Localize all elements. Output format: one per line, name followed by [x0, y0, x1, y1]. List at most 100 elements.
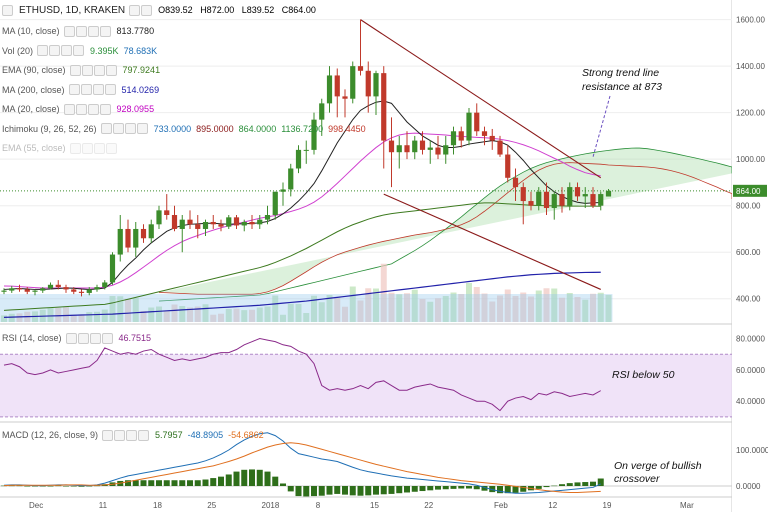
volume-bar	[148, 307, 155, 322]
volume-bar	[551, 288, 558, 322]
ma200-line	[3, 271, 601, 318]
volume-bar	[404, 293, 410, 322]
ma20-line	[3, 132, 601, 289]
candle-body	[559, 194, 565, 206]
macd-histogram-bar	[504, 486, 511, 494]
indicator-line[interactable]: Ichimoku (9, 26, 52, 26) 733.0000 895.0000…	[2, 122, 371, 136]
annotations: Strong trend line resistance at 873 RSI be…	[582, 67, 702, 485]
macd-histogram-bar	[512, 486, 519, 493]
volume-bar	[218, 313, 224, 322]
candle-body	[357, 66, 364, 71]
indicator-line[interactable]: MA (200, close) 514.0269	[2, 83, 164, 97]
date-tick-label: 2018	[262, 501, 280, 510]
price-tick-label: 1200.00	[736, 109, 765, 118]
candle-body	[102, 282, 108, 288]
indicator-line[interactable]: MA (10, close) 813.7780	[2, 24, 159, 38]
macd-histogram-bar	[32, 486, 38, 487]
ohlc-values: O839.52 H872.00 L839.52 C864.00	[158, 5, 321, 15]
macd-histogram-bar	[78, 486, 85, 487]
macd-histogram-bar	[489, 486, 496, 493]
macd-histogram-bar	[559, 484, 565, 486]
volume-bar	[334, 297, 341, 322]
rsi-label: RSI (14, close)	[2, 333, 62, 343]
candle-body	[40, 288, 46, 291]
candle-body	[86, 289, 92, 293]
volume-bar	[202, 304, 209, 322]
candle-body	[202, 221, 209, 229]
macd-histogram-bar	[574, 482, 581, 486]
indicator-controls[interactable]	[69, 64, 118, 76]
candle-body	[458, 131, 464, 141]
macd-histogram-bar	[148, 480, 155, 486]
volume-bar	[458, 294, 465, 322]
volume-bar	[156, 306, 162, 322]
macd-histogram-bar	[311, 486, 317, 497]
indicator-controls[interactable]	[63, 103, 112, 115]
indicator-values: 928.0955	[117, 104, 160, 114]
macd-histogram-bar	[473, 486, 480, 490]
indicator-controls[interactable]	[63, 25, 112, 37]
volume-bar	[179, 306, 186, 322]
date-tick-label: Mar	[680, 501, 694, 510]
price-tag: 864.00	[733, 184, 767, 197]
volume-bar	[427, 301, 434, 322]
macd-histogram-bar	[543, 486, 550, 488]
macd-histogram-bar	[47, 486, 54, 487]
indicator-controls[interactable]	[69, 142, 118, 154]
volume-bar	[326, 295, 333, 322]
macd-histogram-bar	[233, 471, 240, 486]
macd-histogram-bar	[187, 480, 193, 486]
indicator-line[interactable]: EMA (55, close)	[2, 141, 123, 155]
price-tick-label: 1400.00	[736, 62, 765, 71]
candle-body	[342, 96, 348, 99]
volume-bar	[70, 314, 77, 322]
volume-bar	[597, 292, 604, 322]
volume-bar	[512, 296, 519, 322]
symbol-controls[interactable]	[129, 4, 153, 16]
macd-histogram-bar	[466, 486, 472, 489]
rsi-controls[interactable]	[65, 332, 114, 344]
volume-bar	[272, 295, 279, 322]
candle-body	[497, 140, 503, 155]
volume-bar	[171, 304, 178, 322]
signal-line	[3, 442, 601, 493]
candle-body	[489, 135, 495, 141]
volume-bar	[380, 263, 387, 322]
candle-body	[536, 191, 542, 206]
volume-bar	[63, 306, 69, 322]
indicator-controls[interactable]	[100, 123, 149, 134]
macd-histogram-bar	[349, 486, 356, 496]
volume-bar	[101, 309, 108, 322]
candle-body	[125, 228, 131, 248]
indicator-line[interactable]: Vol (20) 9.395K 78.683K	[2, 44, 162, 58]
indicator-line[interactable]: MA (20, close) 928.0955	[2, 102, 159, 116]
volume-bar	[442, 296, 449, 322]
macd-histogram-bar	[388, 486, 395, 494]
volume-bar	[225, 309, 232, 322]
indicator-controls[interactable]	[68, 84, 117, 95]
macd-histogram-bar	[396, 486, 403, 494]
candle-body	[435, 147, 441, 155]
macd-histogram-bar	[194, 480, 201, 486]
candle-body	[481, 131, 488, 136]
volume-bar	[411, 289, 418, 322]
macd-controls[interactable]	[102, 429, 150, 441]
volume-bar	[497, 295, 503, 322]
volume-bar	[504, 289, 511, 322]
candle-body	[326, 75, 333, 104]
indicator-name: EMA (90, close)	[2, 65, 66, 75]
volume-bar	[187, 307, 193, 322]
volume-bar	[117, 296, 124, 322]
candle-body	[427, 147, 433, 150]
indicator-controls[interactable]	[37, 45, 85, 56]
collapse-toggle[interactable]	[2, 4, 14, 16]
macd-histogram-bar	[295, 486, 302, 497]
candle-body	[24, 289, 30, 292]
volume-bar	[318, 302, 325, 322]
candle-body	[32, 290, 38, 292]
candlesticks[interactable]	[1, 19, 612, 297]
indicator-line[interactable]: EMA (90, close) 797.9241	[2, 63, 165, 77]
volume-bar	[342, 306, 348, 322]
volume-bar	[373, 288, 379, 322]
candle-body	[373, 73, 379, 97]
